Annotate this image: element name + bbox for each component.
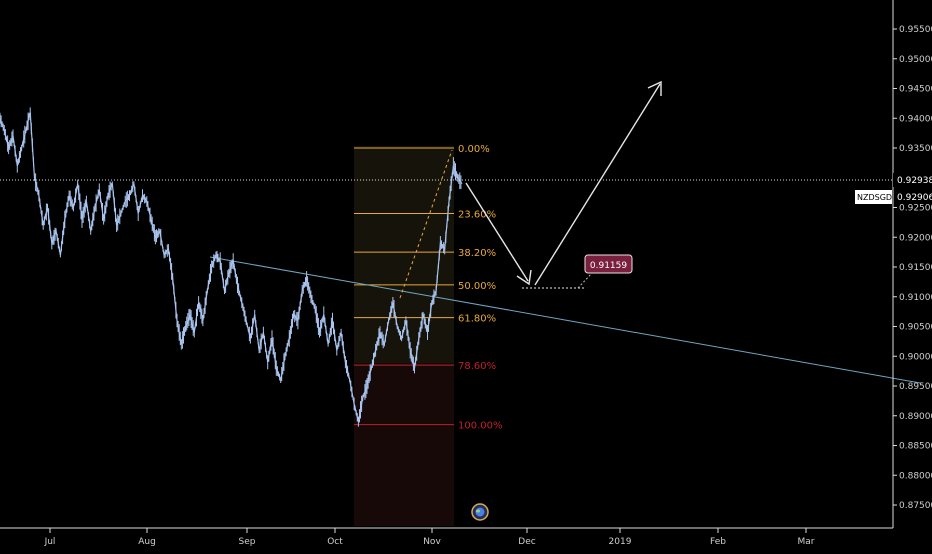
symbol-price-label: 0.92906	[897, 193, 932, 203]
x-tick-label: Nov	[423, 537, 441, 547]
fib-zone-lower	[354, 363, 454, 526]
price-axis[interactable]: 0.955000.950000.945000.940000.935000.930…	[893, 25, 932, 511]
time-axis[interactable]: Jul Aug Sep Oct Nov Dec 2019 Feb Mar	[44, 528, 815, 547]
fib-level-label: 50.00%	[458, 281, 496, 292]
target-label-box[interactable]	[584, 254, 633, 274]
globe-icon[interactable]	[471, 503, 489, 521]
fib-level-label: 78.60%	[458, 361, 496, 372]
fib-level-label: 38.20%	[458, 248, 496, 259]
projection-arrow-up[interactable]	[534, 83, 661, 286]
fib-levels: 0.00% 23.60% 38.20% 50.00% 61.80% 78.60% 100.0…	[354, 144, 503, 432]
x-tick-label: Oct	[327, 537, 343, 547]
price-candles	[0, 107, 462, 427]
target-label: 0.91159	[590, 261, 627, 271]
projection-arrow-down-head	[516, 269, 532, 286]
x-tick-label: Sep	[239, 537, 256, 547]
fib-level-label: 61.80%	[458, 314, 496, 325]
x-tick-label: Feb	[710, 537, 726, 547]
x-tick-label: Dec	[518, 537, 535, 547]
fib-level-label: 100.00%	[458, 421, 503, 432]
x-tick-label: 2019	[609, 537, 632, 547]
symbol-tag	[855, 190, 892, 204]
current-price-tag	[893, 173, 932, 187]
x-tick-label: Jul	[44, 537, 56, 547]
trendline[interactable]	[209, 256, 921, 384]
target-callout-line	[577, 272, 593, 289]
x-tick-label: Aug	[138, 537, 156, 547]
x-tick-label: Mar	[798, 537, 815, 547]
fib-level-label: 23.60%	[458, 209, 496, 220]
symbol-label: NZDSGD	[857, 193, 892, 202]
projection-arrow-up-head	[647, 80, 662, 96]
projection-arrow-down[interactable]	[465, 182, 529, 282]
current-price-label: 0.92938	[897, 176, 932, 186]
fib-level-label: 0.00%	[458, 144, 490, 155]
fib-diagonal	[399, 149, 453, 299]
